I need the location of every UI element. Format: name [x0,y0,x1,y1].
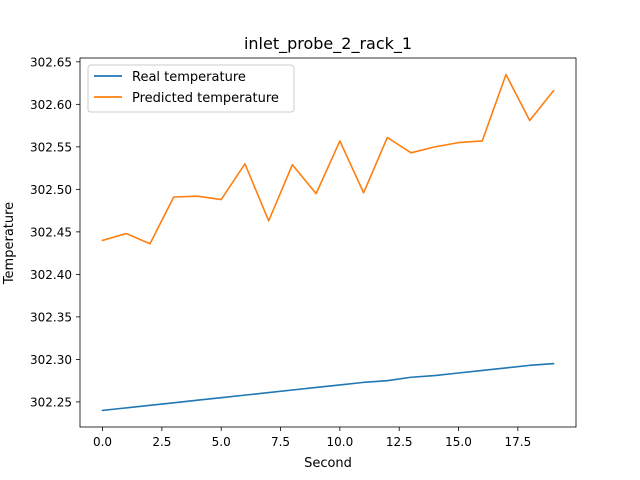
x-tick-label: 5.0 [212,435,231,449]
y-tick-label: 302.60 [30,98,72,112]
y-tick-label: 302.55 [30,140,72,154]
y-tick-label: 302.30 [30,353,72,367]
y-tick-label: 302.35 [30,310,72,324]
y-tick-label: 302.65 [30,55,72,69]
y-tick-label: 302.50 [30,183,72,197]
legend-label-2: Predicted temperature [132,91,279,106]
legend-box [87,64,295,113]
y-tick-label: 302.25 [30,395,72,409]
x-axis-label: Second [304,456,352,471]
plot-area [79,57,577,428]
x-tick-label: 7.5 [271,435,290,449]
legend: Real temperature Predicted temperature [87,64,295,113]
axes-frame [79,57,577,428]
chart-title: inlet_probe_2_rack_1 [244,34,412,54]
x-tick-label: 10.0 [327,435,354,449]
series-line-1 [101,362,555,412]
y-axis-label: Temperature [2,202,17,285]
x-tick-label: 0.0 [93,435,112,449]
series-line-2 [101,73,555,245]
y-tick-label: 302.40 [30,268,72,282]
axis-ticks: 0.0 2.5 5.0 7.5 10.0 12.5 15.0 17.5 302.25 302.30… [30,55,531,449]
x-tick-label: 17.5 [504,435,531,449]
legend-label-1: Real temperature [132,70,246,85]
x-tick-label: 2.5 [152,435,171,449]
x-tick-label: 15.0 [445,435,472,449]
y-tick-label: 302.45 [30,225,72,239]
x-tick-label: 12.5 [386,435,413,449]
